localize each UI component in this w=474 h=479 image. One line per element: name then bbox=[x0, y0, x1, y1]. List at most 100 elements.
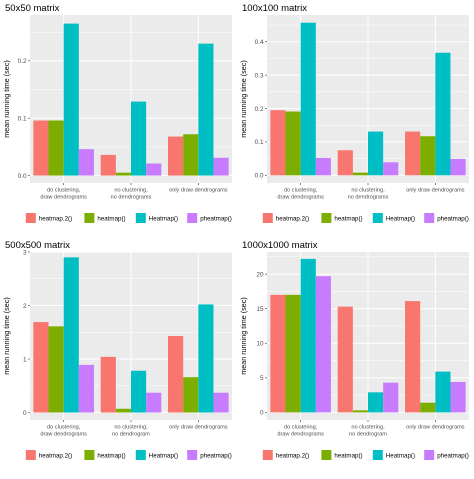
bar-heatmap-2-cat-0 bbox=[33, 322, 49, 413]
legend-key bbox=[84, 450, 95, 460]
x-tick-label: do clustering, bbox=[284, 188, 318, 194]
x-tick-label: only draw dendrograms bbox=[169, 188, 228, 194]
bar-heatmap-2-cat-0 bbox=[270, 110, 286, 176]
x-tick-label: draw dendrograms bbox=[277, 432, 324, 438]
y-tick-label: 0.0 bbox=[255, 173, 264, 180]
bar-heatmap-cat-0 bbox=[48, 326, 64, 413]
bar-pheatmap-cat-0 bbox=[78, 364, 94, 413]
y-tick-label: 5 bbox=[260, 375, 264, 382]
y-tick-label: 1 bbox=[23, 356, 27, 363]
legend-key bbox=[321, 450, 332, 460]
y-tick-label: 0.0 bbox=[18, 173, 27, 180]
bar-heatmap-2-cat-1 bbox=[337, 150, 353, 176]
bar-heatmap-cat-2 bbox=[183, 134, 199, 176]
legend-key bbox=[135, 450, 146, 460]
bar-heatmap-2-cat-1 bbox=[100, 154, 116, 176]
legend-label: heatmap() bbox=[97, 215, 125, 222]
bar-heatmap-2-cat-1 bbox=[100, 356, 116, 413]
legend-label: heatmap.2() bbox=[276, 452, 309, 459]
legend-key bbox=[321, 213, 332, 223]
bar-heatmap-cat-0 bbox=[300, 22, 316, 176]
bar-pheatmap-cat-0 bbox=[315, 157, 331, 176]
x-tick-label: no clustering, bbox=[114, 188, 148, 194]
bar-pheatmap-cat-2 bbox=[213, 157, 229, 176]
x-tick-label: no dendrogram bbox=[112, 432, 150, 438]
bar-heatmap-cat-2 bbox=[198, 43, 214, 176]
legend-key bbox=[372, 213, 383, 223]
bar-heatmap-cat-0 bbox=[63, 257, 79, 413]
y-tick-label: 0 bbox=[23, 410, 27, 417]
legend-key bbox=[135, 213, 146, 223]
bar-heatmap-cat-2 bbox=[420, 402, 436, 413]
chart-svg: 500x500 matrix mean running time (sec) 0 1 2… bbox=[2, 240, 232, 460]
y-tick-label: 0.1 bbox=[255, 139, 264, 146]
legend-key bbox=[424, 450, 435, 460]
y-tick-label: 2 bbox=[23, 303, 27, 310]
panel-50x50: 50x50 matrix mean running time (sec) 0.0 0.… bbox=[0, 0, 237, 242]
y-tick-label: 0.2 bbox=[255, 106, 264, 113]
bar-heatmap-cat-0 bbox=[285, 111, 301, 176]
bar-heatmap-2-cat-2 bbox=[405, 131, 421, 176]
chart-title: 1000x1000 matrix bbox=[242, 240, 318, 251]
bar-pheatmap-cat-2 bbox=[450, 381, 466, 413]
y-axis-label: mean running time (sec) bbox=[2, 60, 11, 138]
bar-heatmap-cat-2 bbox=[435, 371, 451, 413]
bar-heatmap-cat-2 bbox=[420, 136, 436, 176]
panel-500x500: 500x500 matrix mean running time (sec) 0 1 2… bbox=[0, 237, 237, 479]
bar-heatmap-cat-2 bbox=[435, 52, 451, 176]
x-tick-label: no clustering, bbox=[351, 425, 385, 431]
legend-key bbox=[25, 213, 36, 223]
legend-label: pheatmap() bbox=[200, 452, 232, 459]
bar-heatmap-2-cat-2 bbox=[405, 301, 421, 413]
y-axis-label: mean running time (sec) bbox=[239, 60, 248, 138]
bar-heatmap-cat-1 bbox=[368, 392, 384, 413]
bar-pheatmap-cat-2 bbox=[213, 392, 229, 413]
legend-key bbox=[25, 450, 36, 460]
legend-key bbox=[84, 213, 95, 223]
legend-label: Heatmap() bbox=[149, 452, 178, 459]
panel-100x100: 100x100 matrix mean running time (sec) 0.0… bbox=[237, 0, 474, 242]
x-tick-label: only draw dendrograms bbox=[406, 188, 465, 194]
bar-pheatmap-cat-1 bbox=[383, 162, 399, 176]
legend-key bbox=[187, 450, 198, 460]
legend-label: pheatmap() bbox=[200, 215, 232, 222]
y-tick-label: 0 bbox=[260, 410, 264, 417]
bar-pheatmap-cat-0 bbox=[78, 149, 94, 176]
bar-pheatmap-cat-1 bbox=[146, 392, 162, 413]
bar-heatmap-cat-0 bbox=[48, 120, 64, 176]
bar-heatmap-cat-1 bbox=[352, 410, 368, 413]
bar-heatmap-cat-1 bbox=[352, 172, 368, 176]
y-tick-label: 0.4 bbox=[255, 39, 264, 46]
x-tick-label: draw dendrograms bbox=[40, 195, 87, 201]
legend-label: heatmap.2() bbox=[39, 215, 72, 222]
x-tick-label: only draw dendrograms bbox=[406, 425, 465, 431]
legend-label: Heatmap() bbox=[386, 215, 415, 222]
x-tick-label: draw dendrograms bbox=[277, 195, 324, 201]
legend-label: heatmap() bbox=[334, 452, 362, 459]
bar-heatmap-cat-1 bbox=[115, 408, 131, 413]
legend-label: heatmap.2() bbox=[39, 452, 72, 459]
bar-pheatmap-cat-0 bbox=[315, 276, 331, 413]
bar-heatmap-cat-1 bbox=[115, 172, 131, 176]
legend-label: pheatmap() bbox=[437, 452, 469, 459]
legend-key bbox=[424, 213, 435, 223]
y-tick-label: 15 bbox=[256, 306, 264, 313]
panel-1000x1000: 1000x1000 matrix mean running time (sec) 0… bbox=[237, 237, 474, 479]
bar-heatmap-2-cat-1 bbox=[337, 306, 353, 413]
chart-svg: 1000x1000 matrix mean running time (sec) 0… bbox=[239, 240, 469, 460]
legend-label: heatmap() bbox=[97, 452, 125, 459]
y-tick-label: 0.2 bbox=[18, 58, 27, 65]
x-tick-label: draw dendrograms bbox=[40, 432, 87, 438]
x-tick-label: no clustering, bbox=[351, 188, 385, 194]
y-axis-label: mean running time (sec) bbox=[2, 297, 11, 375]
chart-svg: 100x100 matrix mean running time (sec) 0.0… bbox=[239, 3, 469, 223]
x-tick-label: no clustering, bbox=[114, 425, 148, 431]
x-tick-label: do clustering, bbox=[47, 188, 81, 194]
y-tick-label: 0.3 bbox=[255, 72, 264, 79]
x-tick-label: no dendrogram bbox=[349, 432, 387, 438]
bar-pheatmap-cat-1 bbox=[146, 163, 162, 176]
legend-key bbox=[187, 213, 198, 223]
bar-heatmap-cat-0 bbox=[285, 294, 301, 413]
legend-label: pheatmap() bbox=[437, 215, 469, 222]
y-tick-label: 10 bbox=[256, 341, 264, 348]
